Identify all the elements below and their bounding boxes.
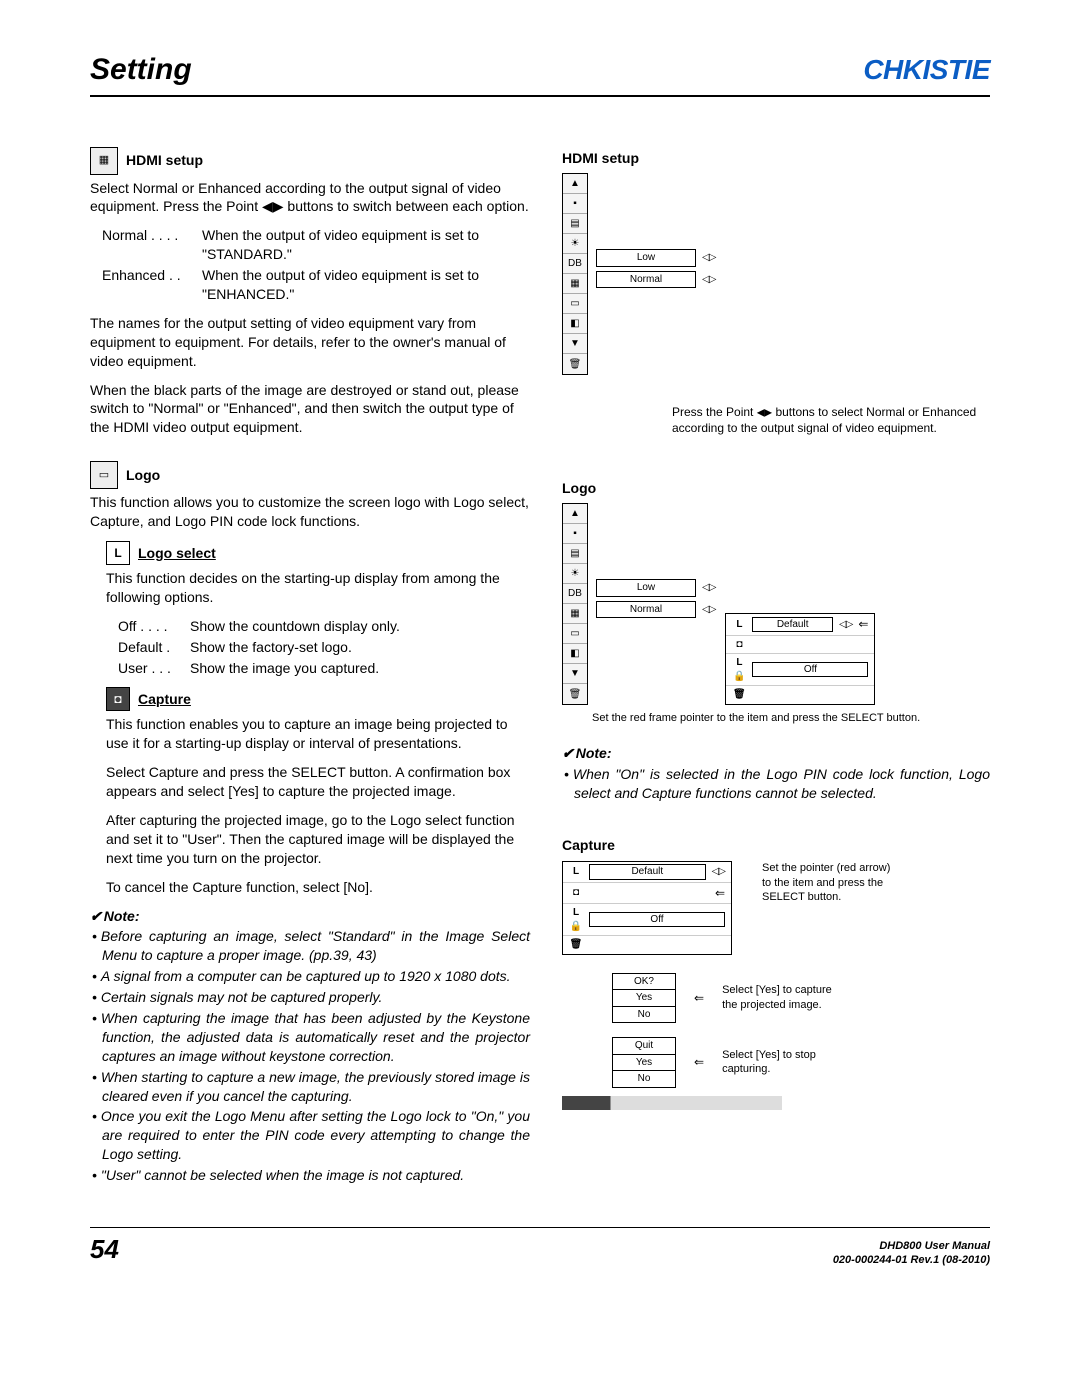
- ls-default: Default .Show the factory-set logo.: [118, 638, 530, 657]
- capture-callout-1: Set the pointer (red arrow) to the item …: [762, 861, 902, 904]
- note-list-right: When "On" is selected in the Logo PIN co…: [562, 765, 990, 803]
- note-2: A signal from a computer can be captured…: [102, 967, 530, 986]
- doc-info: DHD800 User Manual 020-000244-01 Rev.1 (…: [833, 1239, 990, 1268]
- hdmi-icon: ▦: [90, 147, 118, 175]
- capture-head: ◘ Capture: [106, 687, 530, 711]
- mi-3: ☀: [563, 234, 587, 254]
- logoselect-options: Off . . . .Show the countdown display on…: [106, 617, 530, 678]
- logo-title: Logo: [126, 466, 160, 485]
- r-hdmi-head: HDMI setup: [562, 149, 990, 168]
- hdmi-diagram: ▲ ▪ ▤ ☀ DB ▦ ▭ ◧ ▼ 🗑 Low ◁▷ Normal ◁▷: [562, 173, 990, 375]
- ls-off: Off . . . .Show the countdown display on…: [118, 617, 530, 636]
- mi-1: ▪: [563, 194, 587, 214]
- note-3: Certain signals may not be captured prop…: [102, 988, 530, 1007]
- logo-icon: ▭: [90, 461, 118, 489]
- capture-submenu: LDefault◁▷ ◘⇐ L🔒Off 🗑: [562, 861, 732, 954]
- arrows-lr-icon: ◁▷: [702, 273, 715, 287]
- note-head-right: Note:: [562, 744, 990, 763]
- hdmi-opt-normal: Normal ◁▷: [596, 271, 715, 289]
- logo-callout: Set the red frame pointer to the item an…: [592, 711, 990, 725]
- note-4: When capturing the image that has been a…: [102, 1009, 530, 1066]
- content-columns: ▦ HDMI setup Select Normal or Enhanced a…: [90, 147, 990, 1188]
- hdmi-options: Normal . . . . When the output of video …: [90, 226, 530, 304]
- brand-logo: CHKISTIE: [863, 51, 990, 89]
- hdmi-menu-icons: ▲ ▪ ▤ ☀ DB ▦ ▭ ◧ ▼ 🗑: [562, 173, 588, 375]
- logo-menu-icons: ▲▪▤ ☀DB▦ ▭◧▼ 🗑: [562, 503, 588, 705]
- capture-p4: To cancel the Capture function, select […: [106, 878, 530, 897]
- note-list-left: Before capturing an image, select "Stand…: [90, 927, 530, 1185]
- capture-progress: [562, 1096, 782, 1110]
- hdmi-title: HDMI setup: [126, 151, 203, 170]
- mi-4: DB: [563, 254, 587, 274]
- mi-6: ▭: [563, 294, 587, 314]
- logoselect-head: L Logo select: [106, 541, 530, 565]
- capture-diagram-1: LDefault◁▷ ◘⇐ L🔒Off 🗑 Set the pointer (r…: [562, 861, 990, 954]
- hdmi-p3: When the black parts of the image are de…: [90, 381, 530, 438]
- quit-dialog: Quit Yes No: [612, 1037, 676, 1088]
- header-rule: [90, 95, 990, 97]
- mi-2: ▤: [563, 214, 587, 234]
- arrow-left-icon: ⇐: [694, 990, 704, 1006]
- capture-icon: ◘: [106, 687, 130, 711]
- mi-down: ▼: [563, 334, 587, 354]
- page-number: 54: [90, 1232, 119, 1267]
- hdmi-p2: The names for the output setting of vide…: [90, 314, 530, 371]
- note-head-left: Note:: [90, 907, 530, 926]
- note-5: When starting to capture a new image, th…: [102, 1068, 530, 1106]
- logoselect-title: Logo select: [138, 544, 216, 563]
- capture-dialog-quit: Quit Yes No ⇐ Select [Yes] to stop captu…: [612, 1037, 990, 1088]
- mi-trash: 🗑: [563, 354, 587, 374]
- logo-diagram: ▲▪▤ ☀DB▦ ▭◧▼ 🗑 Low◁▷ Normal◁▷ LDefault◁▷…: [562, 503, 990, 705]
- capture-p2: Select Capture and press the SELECT butt…: [106, 763, 530, 801]
- note-1: Before capturing an image, select "Stand…: [102, 927, 530, 965]
- logo-submenu: LDefault◁▷⇐ ◘ L🔒Off 🗑: [725, 613, 875, 704]
- header: Setting CHKISTIE: [90, 50, 990, 91]
- ls-user: User . . .Show the image you captured.: [118, 659, 530, 678]
- r-capture-head: Capture: [562, 836, 990, 855]
- arrow-left-icon: ⇐: [694, 1054, 704, 1070]
- left-column: ▦ HDMI setup Select Normal or Enhanced a…: [90, 147, 530, 1188]
- capture-title: Capture: [138, 690, 191, 709]
- mi-5: ▦: [563, 274, 587, 294]
- logoselect-icon: L: [106, 541, 130, 565]
- logo-head: ▭ Logo: [90, 461, 530, 489]
- note-6: Once you exit the Logo Menu after settin…: [102, 1107, 530, 1164]
- capture-p3: After capturing the projected image, go …: [106, 811, 530, 868]
- hdmi-head: ▦ HDMI setup: [90, 147, 530, 175]
- right-column: HDMI setup ▲ ▪ ▤ ☀ DB ▦ ▭ ◧ ▼ 🗑 Low ◁▷: [562, 147, 990, 1188]
- capture-dialog-ok: OK? Yes No ⇐ Select [Yes] to capture the…: [612, 973, 990, 1024]
- hdmi-opt-normal: Normal . . . . When the output of video …: [102, 226, 530, 264]
- r-logo-head: Logo: [562, 479, 990, 498]
- note-7: "User" cannot be selected when the image…: [102, 1166, 530, 1185]
- capture-callout-3: Select [Yes] to stop capturing.: [722, 1048, 862, 1077]
- arrows-lr-icon: ◁▷: [702, 251, 715, 265]
- hdmi-opt-enhanced: Enhanced . . When the output of video eq…: [102, 266, 530, 304]
- footer: 54 DHD800 User Manual 020-000244-01 Rev.…: [90, 1227, 990, 1267]
- hdmi-opt-low: Low ◁▷: [596, 249, 715, 267]
- capture-callout-2: Select [Yes] to capture the projected im…: [722, 983, 842, 1012]
- page-title: Setting: [90, 50, 192, 91]
- logo-p: This function allows you to customize th…: [90, 493, 530, 531]
- r-note-1: When "On" is selected in the Logo PIN co…: [574, 765, 990, 803]
- mi-up: ▲: [563, 174, 587, 194]
- ok-dialog: OK? Yes No: [612, 973, 676, 1024]
- capture-p1: This function enables you to capture an …: [106, 715, 530, 753]
- hdmi-p1: Select Normal or Enhanced according to t…: [90, 179, 530, 217]
- hdmi-callout: Press the Point ◀▶ buttons to select Nor…: [672, 405, 990, 436]
- logoselect-p: This function decides on the starting-up…: [106, 569, 530, 607]
- mi-7: ◧: [563, 314, 587, 334]
